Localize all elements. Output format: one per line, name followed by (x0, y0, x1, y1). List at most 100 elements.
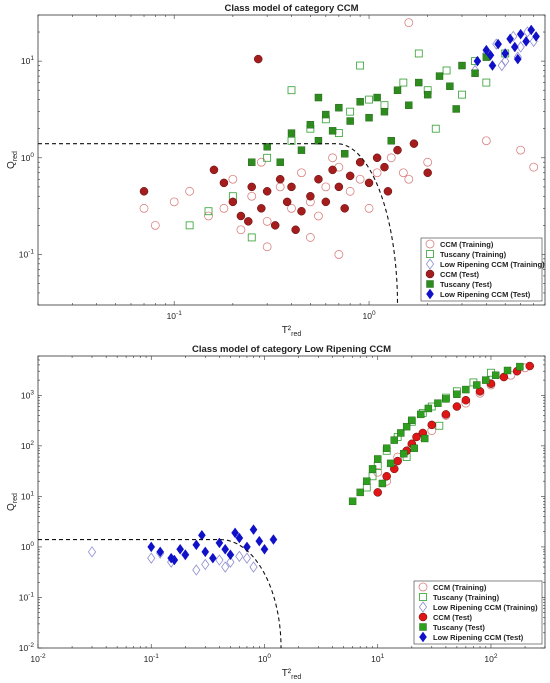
data-point (221, 561, 230, 573)
data-point (382, 444, 391, 452)
tick-exponent: 2 (30, 440, 34, 447)
legend-label: Tuscany (Test) (440, 280, 492, 289)
y-tick-label: 100 (21, 152, 34, 163)
data-point (458, 90, 466, 99)
data-point (198, 529, 206, 541)
data-point (147, 552, 156, 564)
data-point (314, 137, 323, 145)
tick-exponent: 0 (372, 310, 376, 317)
tick-exponent: 1 (30, 55, 34, 62)
data-point (410, 444, 418, 452)
data-point (269, 534, 278, 545)
tick-exponent: 2 (494, 653, 498, 660)
data-point (322, 110, 330, 119)
data-point (373, 488, 382, 497)
data-point (228, 197, 238, 207)
data-point (192, 564, 201, 576)
legend-label: CCM (Test) (433, 613, 473, 622)
data-point (334, 250, 344, 259)
data-point (365, 113, 373, 122)
data-point (402, 422, 411, 431)
data-point (314, 211, 323, 221)
acceptance-boundary (38, 143, 399, 305)
chart-panel-2: Class model of category Low Ripening CCM… (6, 344, 546, 681)
data-point (398, 168, 408, 178)
tick-exponent: 0 (267, 653, 271, 660)
data-point (390, 436, 398, 444)
data-point (453, 390, 461, 398)
x-tick-label: 10-2 (30, 653, 46, 664)
y-tick-label: 10-1 (19, 248, 35, 259)
data-point (185, 186, 195, 196)
data-point (400, 449, 408, 458)
tick-base: 10 (371, 654, 381, 664)
x-axis-label-sub: red (291, 331, 301, 338)
data-point (297, 168, 306, 178)
data-point (423, 168, 432, 178)
legend-label: CCM (Training) (433, 583, 487, 592)
data-point (275, 174, 285, 184)
data-point (181, 549, 190, 561)
data-point (348, 497, 357, 505)
data-point (373, 93, 381, 102)
y-axis-label: Qred (6, 151, 19, 169)
tick-exponent: 1 (30, 490, 34, 497)
data-point (236, 225, 246, 235)
data-point (235, 532, 244, 544)
data-point (192, 539, 201, 551)
data-point (287, 129, 296, 137)
data-point (427, 420, 437, 430)
series-1 (139, 18, 539, 259)
data-point (529, 162, 539, 172)
data-point (356, 61, 365, 70)
data-point (462, 385, 470, 394)
data-point (423, 90, 432, 99)
data-point (415, 78, 423, 87)
data-point (247, 233, 256, 242)
data-point (335, 103, 343, 112)
data-point (139, 187, 149, 196)
data-point (256, 157, 266, 167)
tick-base: 10 (258, 654, 268, 664)
legend-label: Tuscany (Training) (440, 250, 507, 259)
data-point (270, 221, 280, 230)
data-point (287, 182, 296, 192)
y-tick-label: 10-2 (19, 642, 35, 653)
data-point (434, 399, 442, 407)
data-point (170, 554, 179, 566)
data-point (499, 372, 509, 382)
data-point (346, 117, 354, 125)
legend-marker (418, 582, 428, 592)
data-point (452, 402, 462, 411)
data-point (204, 207, 213, 216)
data-point (226, 549, 235, 561)
data-point (247, 191, 257, 201)
data-point (314, 93, 323, 102)
tick-exponent: -2 (28, 642, 34, 649)
legend-label: Tuscany (Training) (433, 593, 500, 602)
tick-base: 10 (144, 654, 154, 664)
data-point (257, 204, 266, 213)
y-axis-label-sub: red (12, 151, 19, 161)
legend-label: Low Ripening CCM (Training) (433, 603, 538, 612)
data-point (262, 242, 272, 252)
data-point (209, 552, 217, 564)
data-point (386, 153, 396, 163)
data-point (471, 69, 479, 77)
y-tick-label: 101 (21, 55, 34, 66)
data-point (176, 543, 184, 555)
data-point (441, 410, 451, 419)
data-point (442, 66, 451, 75)
data-point (253, 54, 263, 64)
data-point (513, 53, 522, 65)
data-point (305, 233, 315, 242)
tick-base: 10 (19, 592, 29, 602)
y-axis-label-main: Q (6, 161, 17, 169)
data-point (262, 216, 272, 226)
data-point (482, 44, 491, 56)
data-point (226, 556, 235, 568)
x-tick-label: 10-1 (167, 310, 183, 321)
legend-marker (426, 250, 434, 258)
tick-base: 10 (21, 56, 31, 66)
data-point (314, 174, 323, 184)
